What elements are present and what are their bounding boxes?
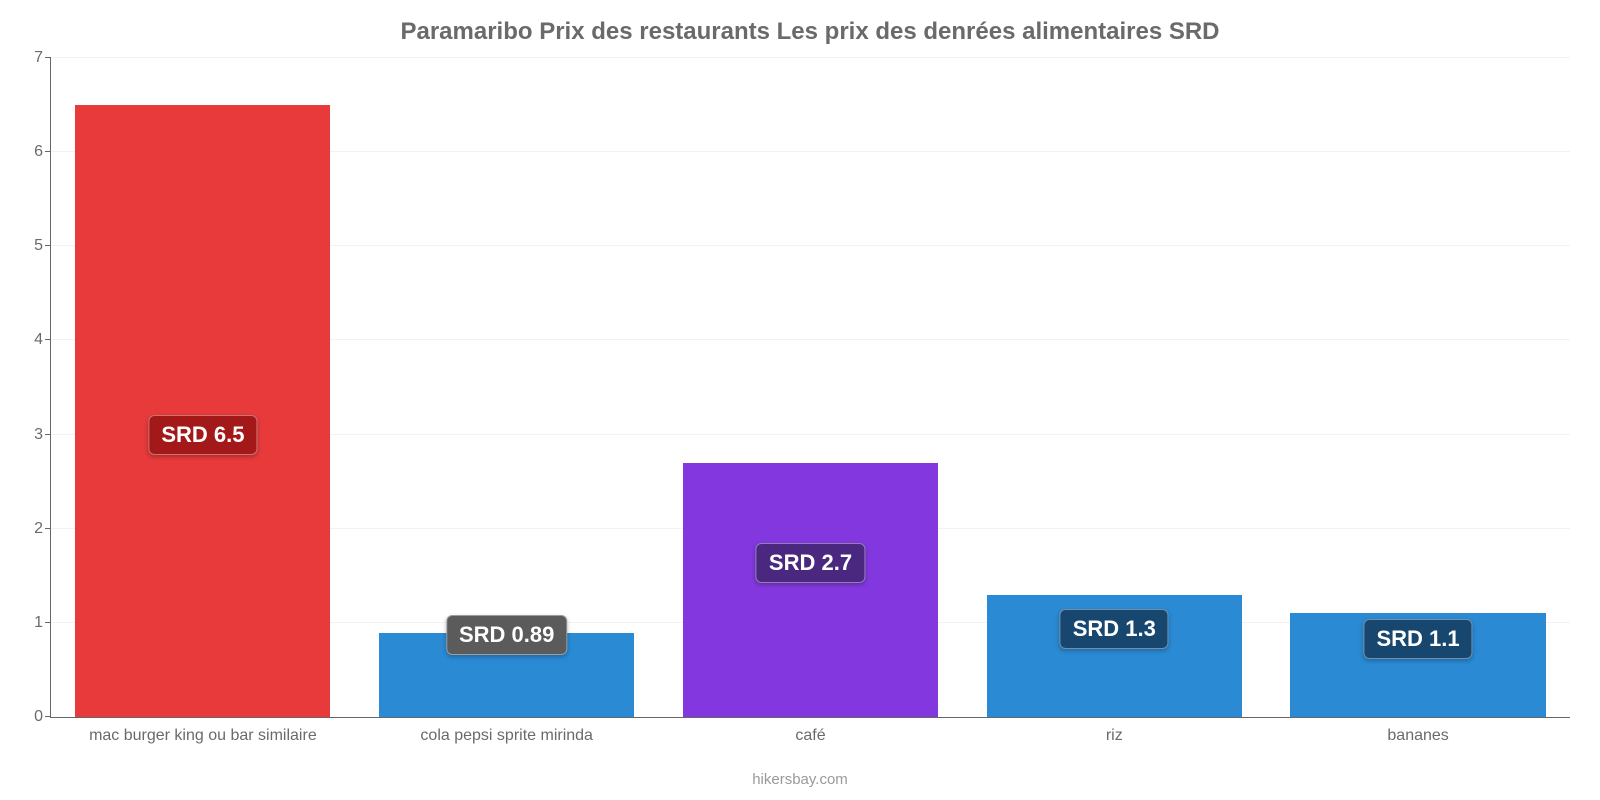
bar-slot: SRD 6.5	[51, 58, 355, 717]
y-tick-label: 0	[34, 708, 51, 726]
plot-area: SRD 6.5SRD 0.89SRD 2.7SRD 1.3SRD 1.1 mac…	[50, 58, 1570, 718]
x-tick-label: mac burger king ou bar similaire	[51, 727, 355, 745]
x-tick-label: cola pepsi sprite mirinda	[355, 727, 659, 745]
bar-value-label: SRD 2.7	[756, 543, 865, 583]
bar-value-label: SRD 6.5	[148, 415, 257, 455]
chart-title: Paramaribo Prix des restaurants Les prix…	[50, 10, 1570, 58]
bar-chart: Paramaribo Prix des restaurants Les prix…	[0, 0, 1600, 800]
bar-slot: SRD 1.3	[962, 58, 1266, 717]
bar-slot: SRD 0.89	[355, 58, 659, 717]
y-tick-label: 2	[34, 520, 51, 538]
x-tick-label: café	[659, 727, 963, 745]
bar-value-label: SRD 1.3	[1060, 609, 1169, 649]
chart-footer: hikersbay.com	[0, 771, 1600, 788]
bar-value-label: SRD 0.89	[446, 615, 567, 655]
bar-slot: SRD 1.1	[1266, 58, 1570, 717]
bar-value-label: SRD 1.1	[1364, 619, 1473, 659]
y-tick-label: 6	[34, 143, 51, 161]
x-axis-labels: mac burger king ou bar similairecola pep…	[51, 717, 1570, 745]
bar: SRD 1.3	[987, 595, 1242, 717]
y-tick-label: 3	[34, 426, 51, 444]
bar: SRD 2.7	[683, 463, 938, 717]
bar: SRD 1.1	[1290, 613, 1545, 717]
bar: SRD 6.5	[75, 105, 330, 717]
bar: SRD 0.89	[379, 633, 634, 717]
x-tick-label: bananes	[1266, 727, 1570, 745]
y-tick-label: 1	[34, 614, 51, 632]
x-tick-label: riz	[962, 727, 1266, 745]
y-tick-label: 7	[34, 49, 51, 67]
y-tick-label: 5	[34, 237, 51, 255]
y-tick-label: 4	[34, 331, 51, 349]
bars-row: SRD 6.5 SRD 0.89 SRD 2.7 SRD 1.3 SRD 1.1	[51, 58, 1570, 717]
bar-slot: SRD 2.7	[659, 58, 963, 717]
